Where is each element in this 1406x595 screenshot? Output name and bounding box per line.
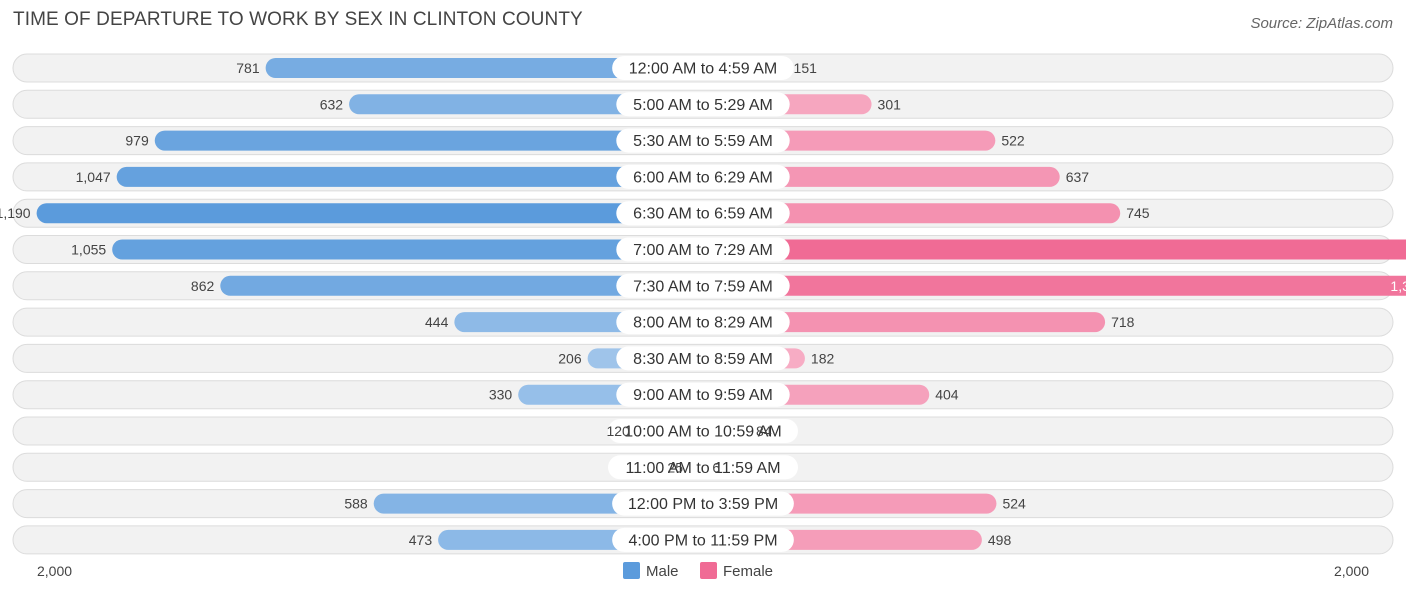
value-label-female: 745 — [1126, 205, 1150, 221]
chart-row: 5:00 AM to 5:29 AM 632 301 — [12, 89, 1394, 119]
chart-row: 7:30 AM to 7:59 AM 862 1,308 — [12, 271, 1406, 301]
value-label-female: 498 — [988, 532, 1012, 548]
axis-label-right: 2,000 — [1334, 563, 1369, 579]
value-label-male: 979 — [125, 133, 149, 149]
category-label: 6:00 AM to 6:29 AM — [633, 169, 773, 186]
category-pill — [612, 491, 794, 516]
chart-row: 6:30 AM to 6:59 AM 1,190 745 — [0, 198, 1394, 228]
legend-label-male: Male — [646, 563, 679, 580]
bar-female — [703, 312, 1106, 333]
bar-female — [703, 203, 1121, 224]
value-label-male: 206 — [558, 350, 582, 366]
category-label: 7:30 AM to 7:59 AM — [633, 278, 773, 295]
value-label-female: 151 — [794, 60, 818, 76]
category-label: 7:00 AM to 7:29 AM — [633, 242, 773, 259]
category-label: 9:00 AM to 9:59 AM — [633, 387, 773, 404]
legend-swatch-female — [700, 562, 717, 579]
category-pill — [616, 382, 790, 407]
category-label: 5:00 AM to 5:29 AM — [633, 97, 773, 114]
category-pill — [616, 164, 790, 189]
value-label-female: 301 — [878, 96, 902, 112]
category-label: 8:00 AM to 8:29 AM — [633, 315, 773, 332]
category-pill — [616, 310, 790, 335]
category-pill — [608, 455, 798, 480]
category-pill — [616, 128, 790, 153]
category-pill — [612, 527, 794, 552]
chart-rows: 12:00 AM to 4:59 AM 781 151 5:00 AM to 5:29… — [0, 53, 1406, 555]
category-label: 12:00 PM to 3:59 PM — [628, 496, 778, 513]
chart-axis: 2,000 2,000 — [37, 563, 1369, 579]
chart-row: 5:30 AM to 5:59 AM 979 522 — [12, 126, 1394, 156]
value-label-male: 330 — [489, 387, 513, 403]
legend-label-female: Female — [723, 563, 773, 580]
chart-row: 8:30 AM to 8:59 AM 206 182 — [12, 343, 1394, 373]
source-credit: Source: ZipAtlas.com — [1250, 15, 1393, 32]
bar-female — [703, 166, 1060, 187]
legend-swatch-male — [623, 562, 640, 579]
category-pill — [616, 273, 790, 298]
category-pill — [616, 346, 790, 371]
category-pill — [616, 201, 790, 226]
value-label-female: 718 — [1111, 314, 1135, 330]
value-label-female: 522 — [1001, 133, 1025, 149]
value-label-male: 862 — [191, 278, 215, 294]
value-label-male: 444 — [425, 314, 449, 330]
value-label-female: 6 — [712, 459, 720, 475]
category-label: 8:30 AM to 8:59 AM — [633, 351, 773, 368]
value-label-male: 120 — [606, 423, 630, 439]
value-label-female: 404 — [935, 387, 959, 403]
value-label-female: 637 — [1066, 169, 1090, 185]
chart-row: 9:00 AM to 9:59 AM 330 404 — [12, 380, 1394, 410]
value-label-male: 632 — [320, 96, 344, 112]
category-pill — [616, 237, 790, 262]
value-label-female: 1,308 — [1390, 278, 1406, 294]
chart-row: 12:00 PM to 3:59 PM 588 524 — [12, 489, 1394, 519]
value-label-male: 781 — [236, 60, 260, 76]
axis-label-left: 2,000 — [37, 563, 72, 579]
chart-row: 12:00 AM to 4:59 AM 781 151 — [12, 53, 1394, 83]
chart-row: 4:00 PM to 11:59 PM 473 498 — [12, 525, 1394, 555]
category-pill — [608, 419, 798, 443]
chart-title: TIME OF DEPARTURE TO WORK BY SEX IN CLIN… — [13, 9, 583, 30]
bar-female — [703, 239, 1406, 260]
value-label-female: 182 — [811, 350, 835, 366]
value-label-male: 588 — [344, 496, 368, 512]
value-label-male: 1,047 — [76, 169, 111, 185]
category-label: 4:00 PM to 11:59 PM — [628, 532, 777, 549]
bar-female — [703, 275, 1406, 296]
bar-male — [265, 58, 703, 78]
bar-male — [112, 239, 703, 260]
category-pill — [616, 92, 790, 117]
bar-male — [116, 166, 704, 187]
chart-row: 7:00 AM to 7:29 AM1,0551,514 — [12, 235, 1406, 264]
chart-row: 8:00 AM to 8:29 AM 444 718 — [12, 307, 1394, 337]
value-label-male: 473 — [409, 532, 433, 548]
legend: Male Female — [623, 562, 773, 580]
category-label: 5:30 AM to 5:59 AM — [633, 133, 773, 150]
bar-male — [220, 275, 703, 296]
value-label-male: 1,055 — [71, 242, 106, 258]
bar-male — [36, 203, 704, 224]
category-label: 11:00 AM to 11:59 AM — [625, 460, 780, 477]
category-pill — [612, 56, 794, 80]
value-label-female: 84 — [756, 423, 772, 439]
value-label-male: 1,190 — [0, 205, 31, 221]
category-label: 6:30 AM to 6:59 AM — [633, 206, 773, 223]
category-label: 10:00 AM to 10:59 AM — [624, 424, 781, 441]
bar-male — [349, 94, 703, 115]
value-label-female: 524 — [1002, 496, 1026, 512]
chart-row: 6:00 AM to 6:29 AM 1,047 637 — [12, 162, 1394, 192]
bar-male — [154, 130, 703, 151]
value-label-male: 25 — [667, 459, 683, 475]
category-label: 12:00 AM to 4:59 AM — [629, 61, 778, 78]
